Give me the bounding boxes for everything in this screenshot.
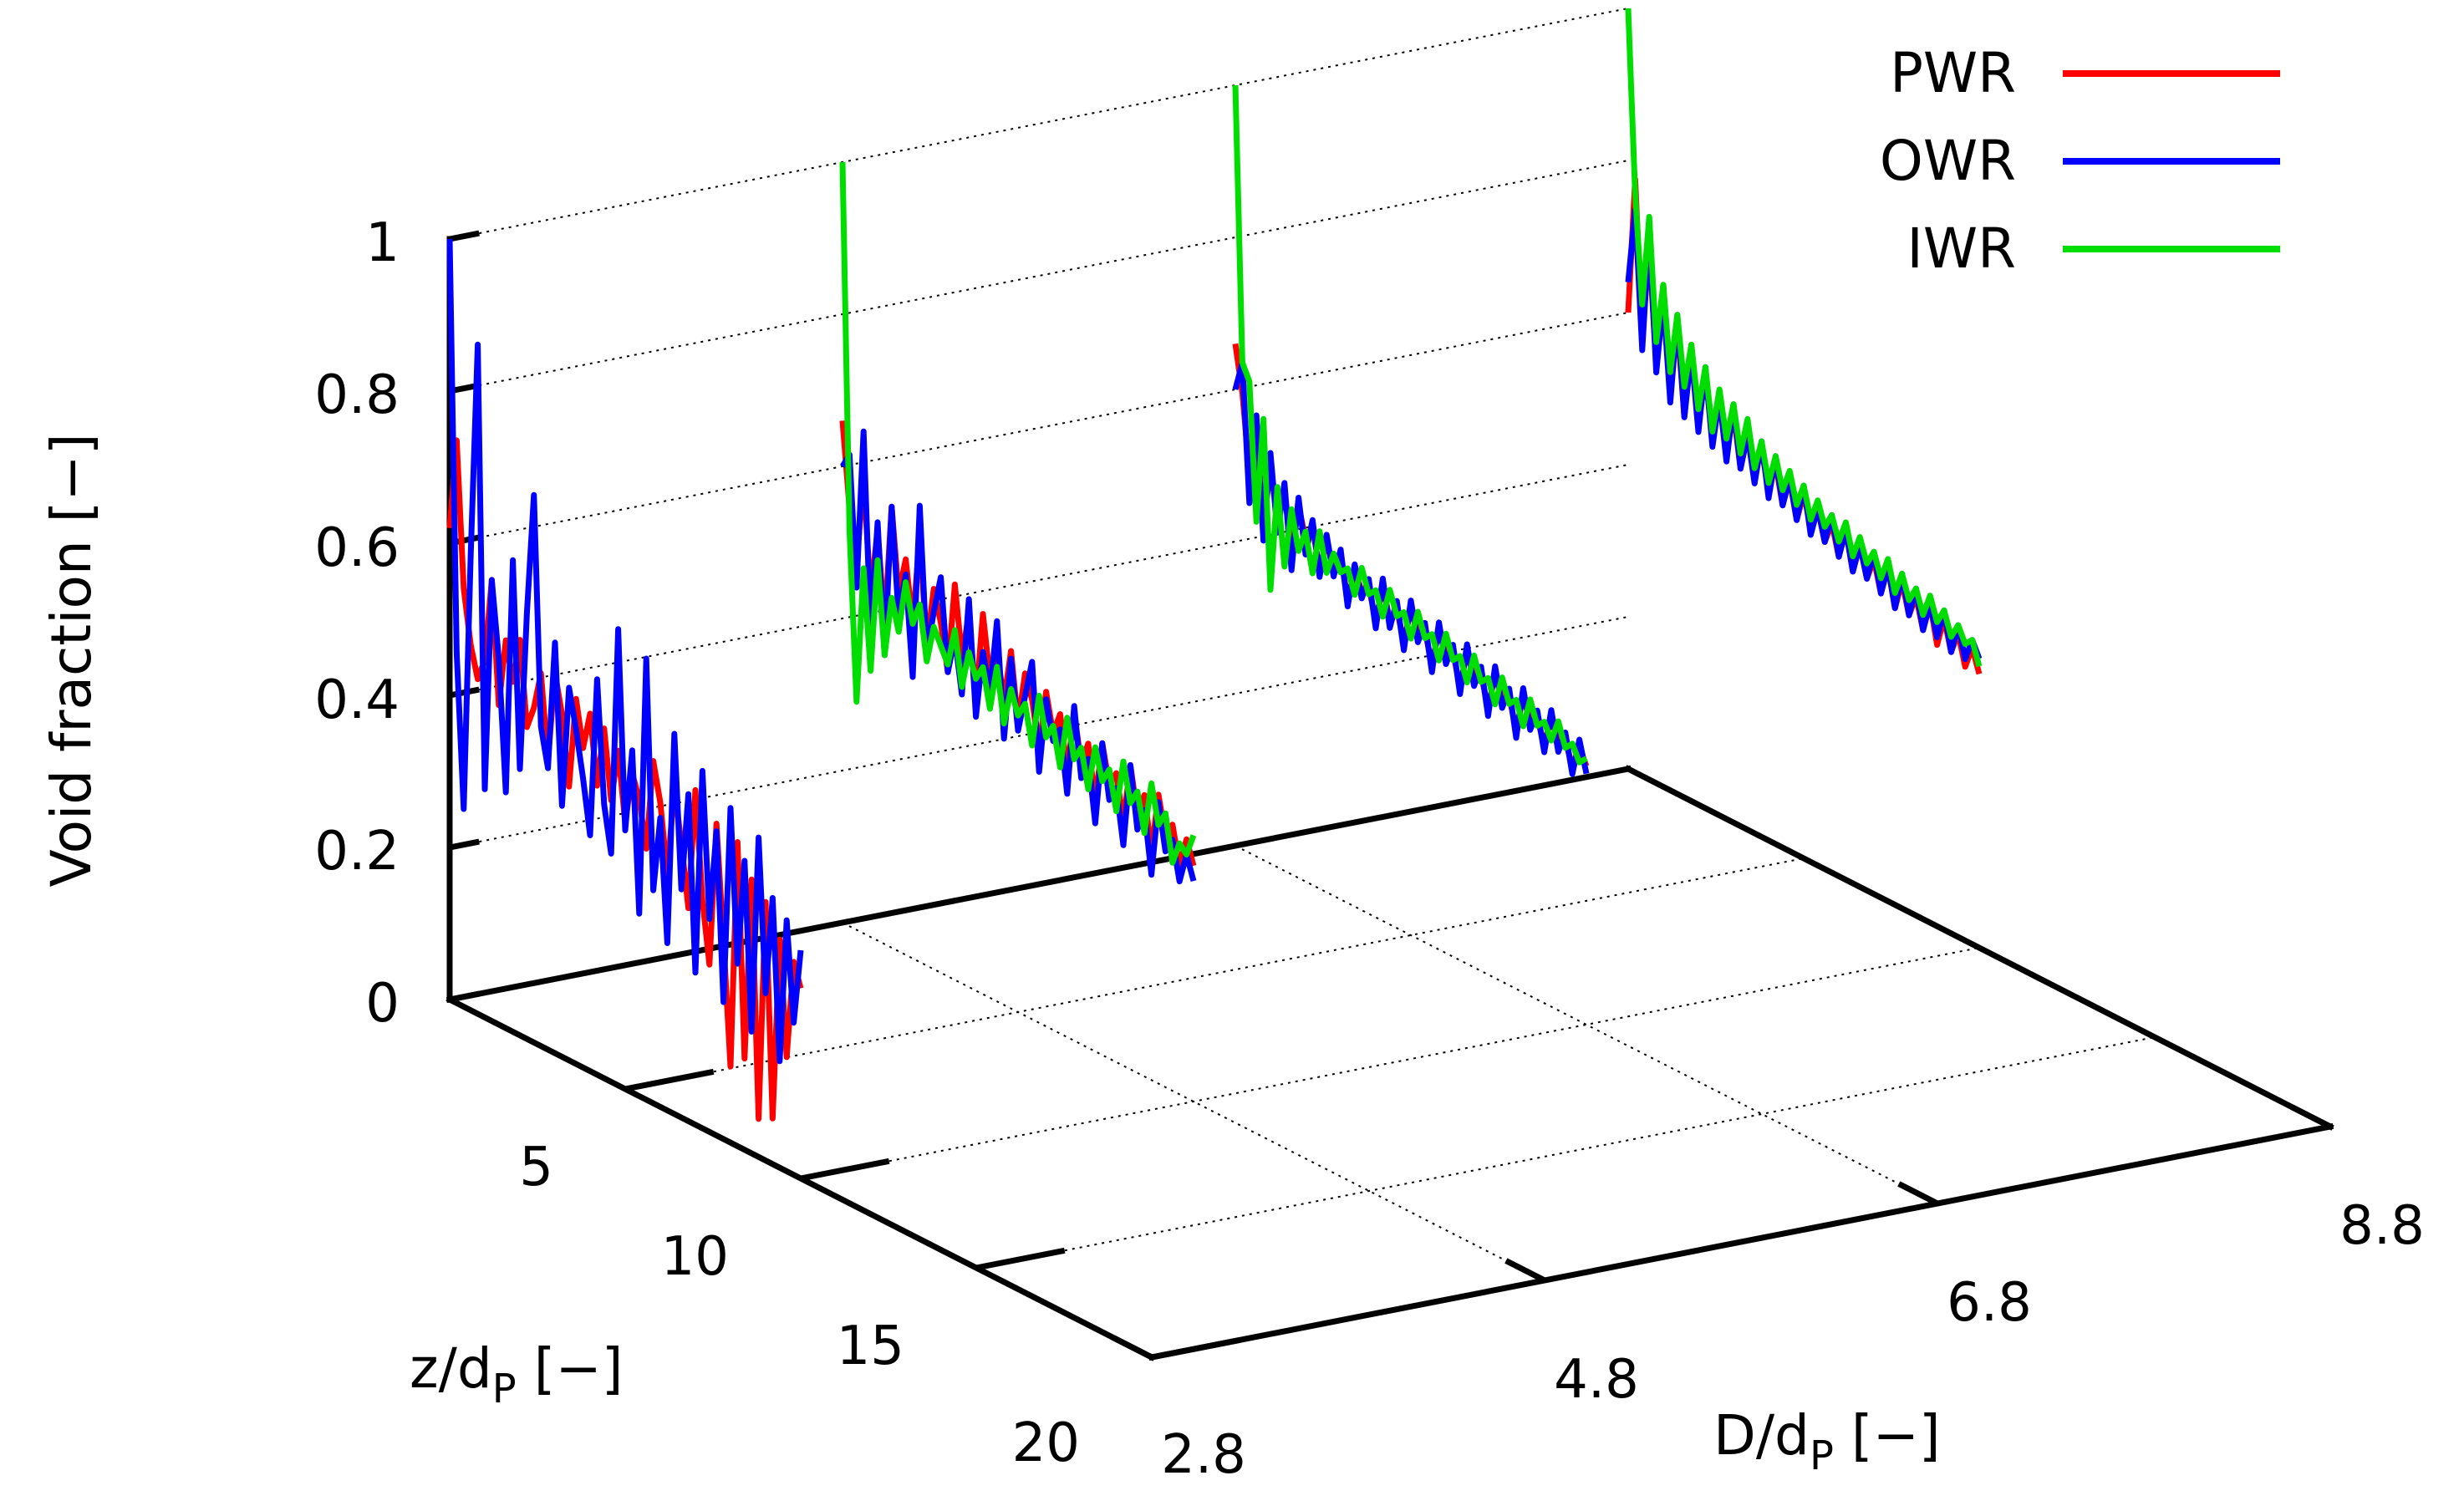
legend-label-iwr: IWR xyxy=(1907,216,2016,281)
x-grid-line xyxy=(842,922,1545,1281)
y-grid-line xyxy=(975,1036,2156,1269)
z-tick-labels: 0 0.2 0.4 0.6 0.8 1 xyxy=(314,212,400,1035)
x-tick-mark xyxy=(1504,1258,1546,1284)
series-line-iwr-d6-8 xyxy=(1232,84,1588,766)
series-line-owr-d2-8 xyxy=(446,238,804,1065)
y-tick-label: 10 xyxy=(661,1226,729,1288)
x-tick-mark xyxy=(1897,1181,1939,1207)
legend: PWR OWR IWR xyxy=(1880,41,2280,281)
y-tick-label: 5 xyxy=(519,1137,553,1198)
grid-lines xyxy=(449,8,2331,1358)
legend-label-pwr: PWR xyxy=(1890,41,2016,105)
z-grid-line xyxy=(449,464,1629,696)
legend-label-owr: OWR xyxy=(1880,129,2016,193)
x-axis-title-main: D/d xyxy=(1713,1403,1810,1468)
y-tick-mark xyxy=(1151,1336,1241,1361)
x-tick-labels: 2.8 4.8 6.8 8.8 xyxy=(1161,1195,2425,1486)
z-grid-line xyxy=(449,312,1629,544)
z-tick-mark xyxy=(449,838,480,851)
right-floor-edge xyxy=(1624,765,2334,1131)
z-axis-title: Void fraction [−] xyxy=(39,434,104,888)
x-grid-line xyxy=(1235,845,1938,1204)
z-tick-mark xyxy=(449,990,480,1003)
z-tick-label: 0 xyxy=(365,973,400,1035)
y-tick-mark xyxy=(975,1247,1066,1271)
y-axis-title-sub: P xyxy=(492,1366,517,1412)
y-grid-line xyxy=(624,857,1805,1090)
y-tick-mark xyxy=(800,1158,890,1182)
y-axis-title-unit: [−] xyxy=(517,1336,624,1401)
x-tick-label: 2.8 xyxy=(1161,1424,1246,1486)
y-tick-label: 15 xyxy=(837,1315,904,1377)
z-tick-label: 0.2 xyxy=(314,821,400,883)
y-grid-line xyxy=(800,947,1980,1179)
z-grid-line xyxy=(449,160,1629,392)
y-axis-title-main: z/d xyxy=(410,1336,492,1401)
z-tick-label: 0.8 xyxy=(314,364,400,426)
y-axis-title: z/dP [−] xyxy=(410,1336,624,1412)
y-tick-mark xyxy=(624,1068,715,1092)
x-tick-label: 6.8 xyxy=(1947,1272,2032,1334)
x-axis-title-sub: P xyxy=(1810,1432,1834,1479)
x-tick-mark xyxy=(2290,1104,2332,1130)
z-grid-line xyxy=(449,8,1629,240)
x-axis-line xyxy=(1148,1122,2334,1361)
x-tick-mark xyxy=(1112,1335,1153,1361)
series-line-iwr-d4-8 xyxy=(839,161,1197,866)
z-tick-label: 0.6 xyxy=(314,517,400,579)
series-line-iwr-d8-8 xyxy=(1625,8,1983,668)
z-tick-label: 0.4 xyxy=(314,669,400,731)
back-floor-edge xyxy=(445,765,1632,1004)
y-tick-labels: 5 10 15 20 xyxy=(519,1137,1080,1474)
x-tick-label: 8.8 xyxy=(2339,1195,2425,1257)
axes xyxy=(445,230,2334,1361)
z-tick-label: 1 xyxy=(365,212,400,274)
x-axis-title-unit: [−] xyxy=(1834,1403,1941,1468)
x-tick-label: 4.8 xyxy=(1554,1349,1639,1411)
z-tick-mark xyxy=(449,230,480,242)
x-axis-title: D/dP [−] xyxy=(1713,1403,1941,1479)
y-tick-label: 20 xyxy=(1012,1412,1080,1474)
data-series xyxy=(446,8,1983,1122)
